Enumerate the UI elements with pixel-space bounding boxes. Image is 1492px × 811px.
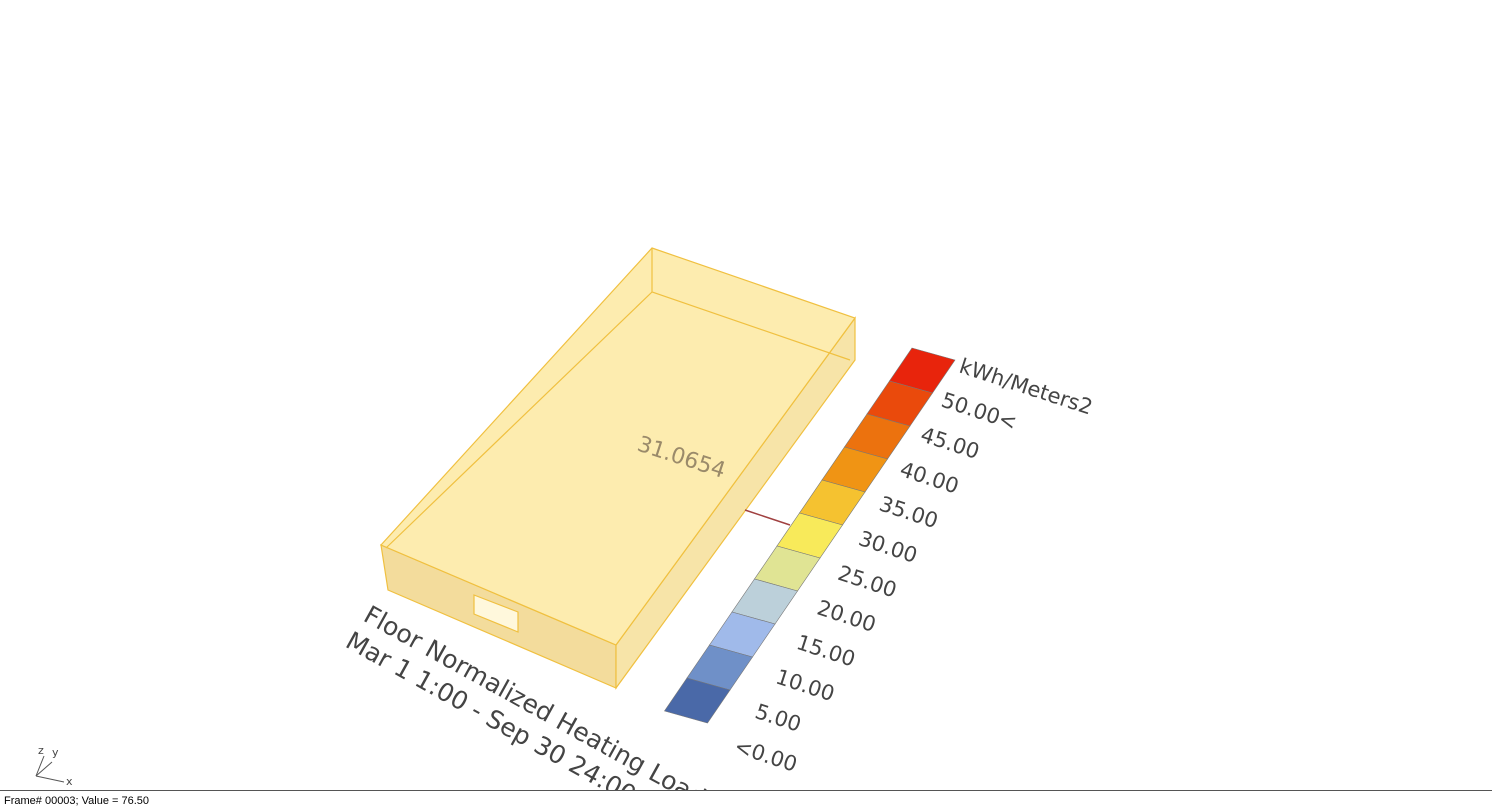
window xyxy=(473,594,519,633)
legend-label: 35.00 xyxy=(876,492,941,533)
box-edge xyxy=(385,291,653,549)
axis-icon-line xyxy=(35,755,45,777)
legend-swatch xyxy=(664,677,731,724)
legend-label: <0.00 xyxy=(731,734,800,777)
axis-line xyxy=(744,509,791,526)
legend-label: 45.00 xyxy=(918,423,983,464)
axis-icon-line xyxy=(35,761,53,777)
axis-icon-label: y xyxy=(52,746,59,759)
axis-icon-line xyxy=(35,775,65,783)
axis-icon-label: x xyxy=(66,775,73,788)
axis-icon xyxy=(35,755,65,783)
status-bar: Frame# 00003; Value = 76.50 xyxy=(0,790,1492,811)
legend-label: 50.00< xyxy=(938,388,1019,435)
box-top xyxy=(379,247,856,646)
legend-label: 10.00 xyxy=(773,665,838,706)
legend-label: 5.00 xyxy=(752,699,804,736)
legend-label: 15.00 xyxy=(794,630,859,671)
box xyxy=(379,247,856,690)
axis-icon-label: z xyxy=(38,744,44,757)
scene: 31.0654 kWh/Meters250.00<45.0040.0035.00… xyxy=(35,247,1096,790)
legend-label: 20.00 xyxy=(814,596,879,637)
legend-label: 25.00 xyxy=(835,561,900,602)
legend-label: 30.00 xyxy=(856,526,921,567)
legend-label: 40.00 xyxy=(897,457,962,498)
